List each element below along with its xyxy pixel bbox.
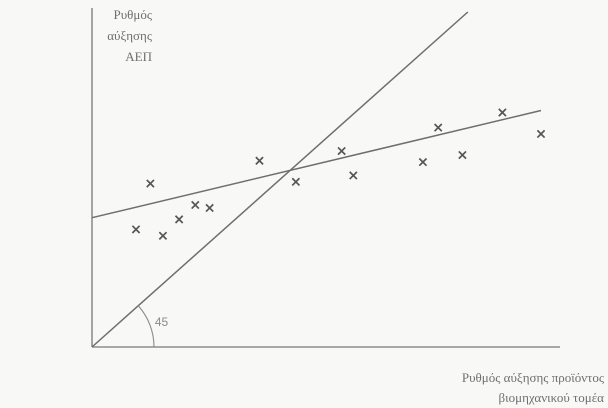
data-point xyxy=(536,129,546,139)
data-point xyxy=(418,157,428,167)
data-point xyxy=(158,231,168,240)
data-point xyxy=(205,203,214,213)
regression-line xyxy=(91,109,542,219)
data-point xyxy=(191,200,200,210)
data-point xyxy=(337,146,346,156)
data-point xyxy=(131,225,141,234)
y-axis-label-line-2: αύξησης xyxy=(107,28,153,43)
x-axis-label: Ρυθμός αύξησης προϊόντος βιομηχανικού το… xyxy=(462,370,605,405)
diagonal-45-line xyxy=(91,11,469,348)
x-axis-label-line-1: Ρυθμός αύξησης προϊόντος xyxy=(462,370,605,385)
data-point xyxy=(349,171,358,180)
data-point xyxy=(174,215,184,224)
data-point xyxy=(433,123,443,132)
angle-label: 45 xyxy=(155,315,169,329)
data-point xyxy=(146,179,155,188)
angle-arc xyxy=(137,305,155,348)
x-axis-label-line-2: βιομηχανικού τομέα xyxy=(499,390,605,405)
y-axis-label: Ρυθμός αύξησης ΑΕΠ xyxy=(107,7,153,64)
y-axis-label-line-3: ΑΕΠ xyxy=(125,49,152,64)
y-axis-label-line-1: Ρυθμός xyxy=(113,7,152,22)
plot-area: 45 xyxy=(91,8,560,348)
data-point xyxy=(255,156,264,165)
data-point xyxy=(291,177,301,187)
data-point xyxy=(498,108,507,117)
data-point xyxy=(458,150,467,160)
